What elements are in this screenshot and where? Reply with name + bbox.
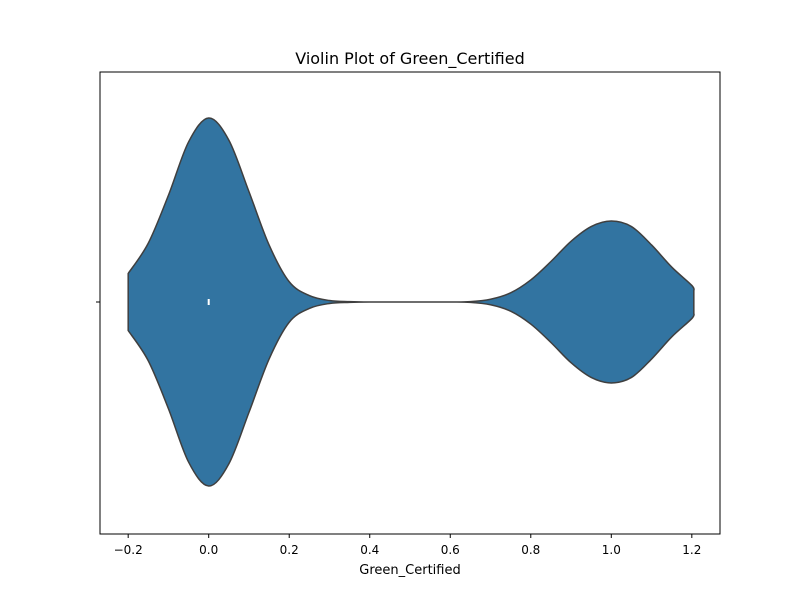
x-tick-label: 0.6 — [441, 543, 460, 557]
plot-frame — [99, 71, 721, 535]
x-tick-label: −0.2 — [114, 543, 143, 557]
chart-title: Violin Plot of Green_Certified — [295, 49, 525, 69]
x-axis-label: Green_Certified — [359, 563, 460, 578]
violin-body — [127, 117, 695, 487]
x-tick-label: 0.2 — [280, 543, 299, 557]
x-tick-label: 0.8 — [521, 543, 540, 557]
x-tick-label: 1.2 — [682, 543, 701, 557]
x-axis: −0.2 0.0 0.2 0.4 0.6 0.8 1.0 1.2 — [114, 534, 701, 557]
x-tick-label: 0.4 — [360, 543, 379, 557]
x-tick-label: 0.0 — [199, 543, 218, 557]
x-tick-label: 1.0 — [602, 543, 621, 557]
